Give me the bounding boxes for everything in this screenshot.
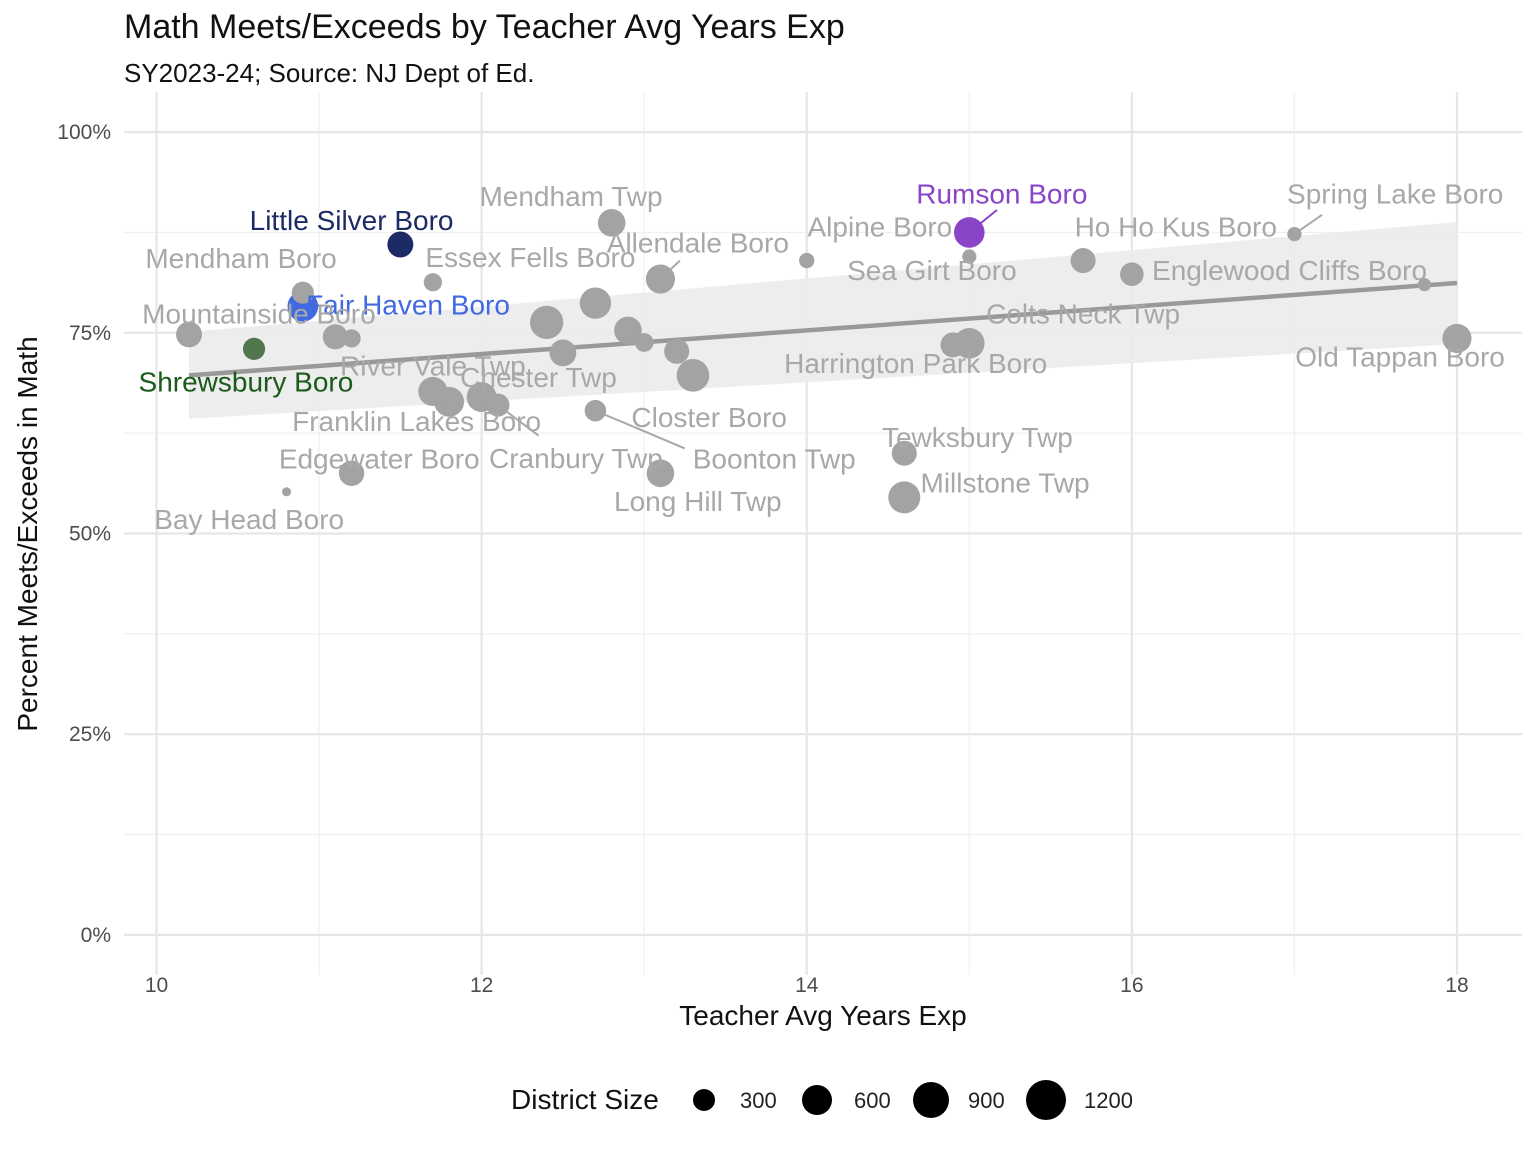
y-tick-label: 100%: [57, 121, 111, 144]
point-label: Ho Ho Kus Boro: [1075, 212, 1277, 243]
data-point: [962, 249, 977, 264]
data-point: [940, 332, 966, 358]
x-axis-label: Teacher Avg Years Exp: [679, 1000, 966, 1031]
point-label: Mendham Twp: [479, 181, 662, 212]
data-point: [529, 305, 564, 340]
data-point: [1417, 278, 1432, 292]
data-point: [1287, 226, 1302, 242]
data-point: [891, 440, 917, 466]
data-point: [634, 333, 654, 352]
data-point: [338, 460, 365, 487]
y-tick-label: 25%: [69, 723, 111, 746]
legend-dot-600: [802, 1085, 832, 1115]
x-tick-label: 18: [1445, 974, 1468, 997]
point-label: Millstone Twp: [921, 468, 1090, 499]
point-label: Shrewsbury Boro: [139, 367, 354, 398]
point-label: Sea Girt Boro: [847, 255, 1017, 286]
data-point: [799, 252, 815, 269]
data-point: [282, 487, 292, 497]
data-point: [645, 264, 676, 294]
scatter-plot: Little Silver Boro Fair Haven Boro Rumson …: [12, 92, 1522, 1031]
y-axis-ticks: 0% 25% 50% 75% 100%: [57, 121, 111, 947]
point-label: Mendham Boro: [145, 243, 336, 274]
data-point: [486, 393, 510, 417]
legend-label-600: 600: [854, 1088, 891, 1113]
data-point: [664, 338, 690, 364]
data-points: [176, 209, 1472, 514]
legend-item-600: 600: [796, 1078, 916, 1122]
data-point: [584, 399, 607, 422]
trend-line: [188, 280, 1458, 378]
point-label: Tewksbury Twp: [882, 422, 1073, 453]
data-point: [1070, 248, 1096, 274]
point-label: Harrington Park Boro: [784, 348, 1047, 379]
data-point: [291, 281, 314, 304]
legend-item-1200: 1200: [1024, 1078, 1154, 1122]
point-label: Edgewater Boro: [279, 444, 480, 475]
point-label: Little Silver Boro: [250, 205, 454, 236]
data-point: [614, 316, 642, 345]
size-legend: District Size 300 600 900 1200: [0, 1078, 1536, 1128]
x-tick-label: 10: [145, 974, 168, 997]
point-label: Fair Haven Boro: [306, 290, 510, 321]
chart-subtitle: SY2023-24; Source: NJ Dept of Ed.: [124, 58, 535, 88]
data-point: [242, 337, 266, 360]
data-point: [322, 324, 348, 350]
point-label: Alpine Boro: [808, 212, 953, 243]
point-label: Spring Lake Boro: [1287, 179, 1503, 210]
x-tick-label: 12: [470, 974, 493, 997]
data-point: [549, 339, 577, 367]
trend-line-layer: [188, 280, 1458, 378]
point-label: Old Tappan Boro: [1295, 342, 1505, 373]
point-labels: Little Silver Boro Fair Haven Boro Rumson …: [139, 179, 1505, 535]
point-label: Essex Fells Boro: [425, 242, 635, 273]
point-label: Colts Neck Twp: [986, 298, 1180, 329]
data-point: [423, 273, 442, 292]
leader-line: [595, 409, 686, 450]
point-label: Chester Twp: [460, 362, 617, 393]
legend-label-1200: 1200: [1084, 1088, 1133, 1113]
data-point: [579, 287, 612, 319]
legend-label-300: 300: [740, 1088, 777, 1113]
data-point: [342, 329, 361, 348]
data-point: [646, 459, 675, 488]
data-point: [953, 217, 985, 248]
data-point: [676, 359, 710, 392]
legend-item-300: 300: [680, 1078, 800, 1122]
data-point: [418, 376, 448, 406]
legend-dot-1200: [1026, 1080, 1066, 1120]
point-label: Englewood Cliffs Boro: [1152, 255, 1427, 286]
point-label: River Vale Twp: [340, 351, 526, 382]
y-tick-label: 0%: [81, 924, 111, 947]
legend-item-900: 900: [910, 1078, 1030, 1122]
data-point: [1120, 262, 1144, 287]
legend-label-900: 900: [968, 1088, 1005, 1113]
point-label: Rumson Boro: [916, 179, 1087, 210]
legend-title: District Size: [511, 1084, 659, 1115]
point-label: Boonton Twp: [693, 444, 856, 475]
y-tick-label: 50%: [69, 523, 111, 546]
x-tick-label: 16: [1120, 974, 1143, 997]
legend-dot-300: [693, 1089, 715, 1111]
point-label: Bay Head Boro: [154, 504, 344, 535]
point-label: Long Hill Twp: [614, 486, 782, 517]
x-axis-ticks: 10 12 14 16 18: [145, 974, 1469, 997]
data-point: [176, 321, 202, 348]
point-label: Allendale Boro: [607, 228, 789, 259]
data-point: [387, 231, 414, 258]
point-label: Cranbury Twp: [489, 443, 663, 474]
chart-title: Math Meets/Exceeds by Teacher Avg Years …: [124, 8, 845, 46]
x-tick-label: 14: [795, 974, 819, 997]
point-label: Franklin Lakes Boro: [292, 406, 541, 437]
legend-dot-900: [913, 1082, 949, 1118]
point-label: Closter Boro: [631, 402, 787, 433]
point-label: Mountainside Boro: [142, 298, 375, 329]
data-point: [888, 481, 921, 514]
data-point: [597, 209, 626, 237]
y-tick-label: 75%: [69, 322, 111, 345]
data-point: [1442, 323, 1472, 354]
y-axis-label: Percent Meets/Exceeds in Math: [12, 336, 43, 731]
